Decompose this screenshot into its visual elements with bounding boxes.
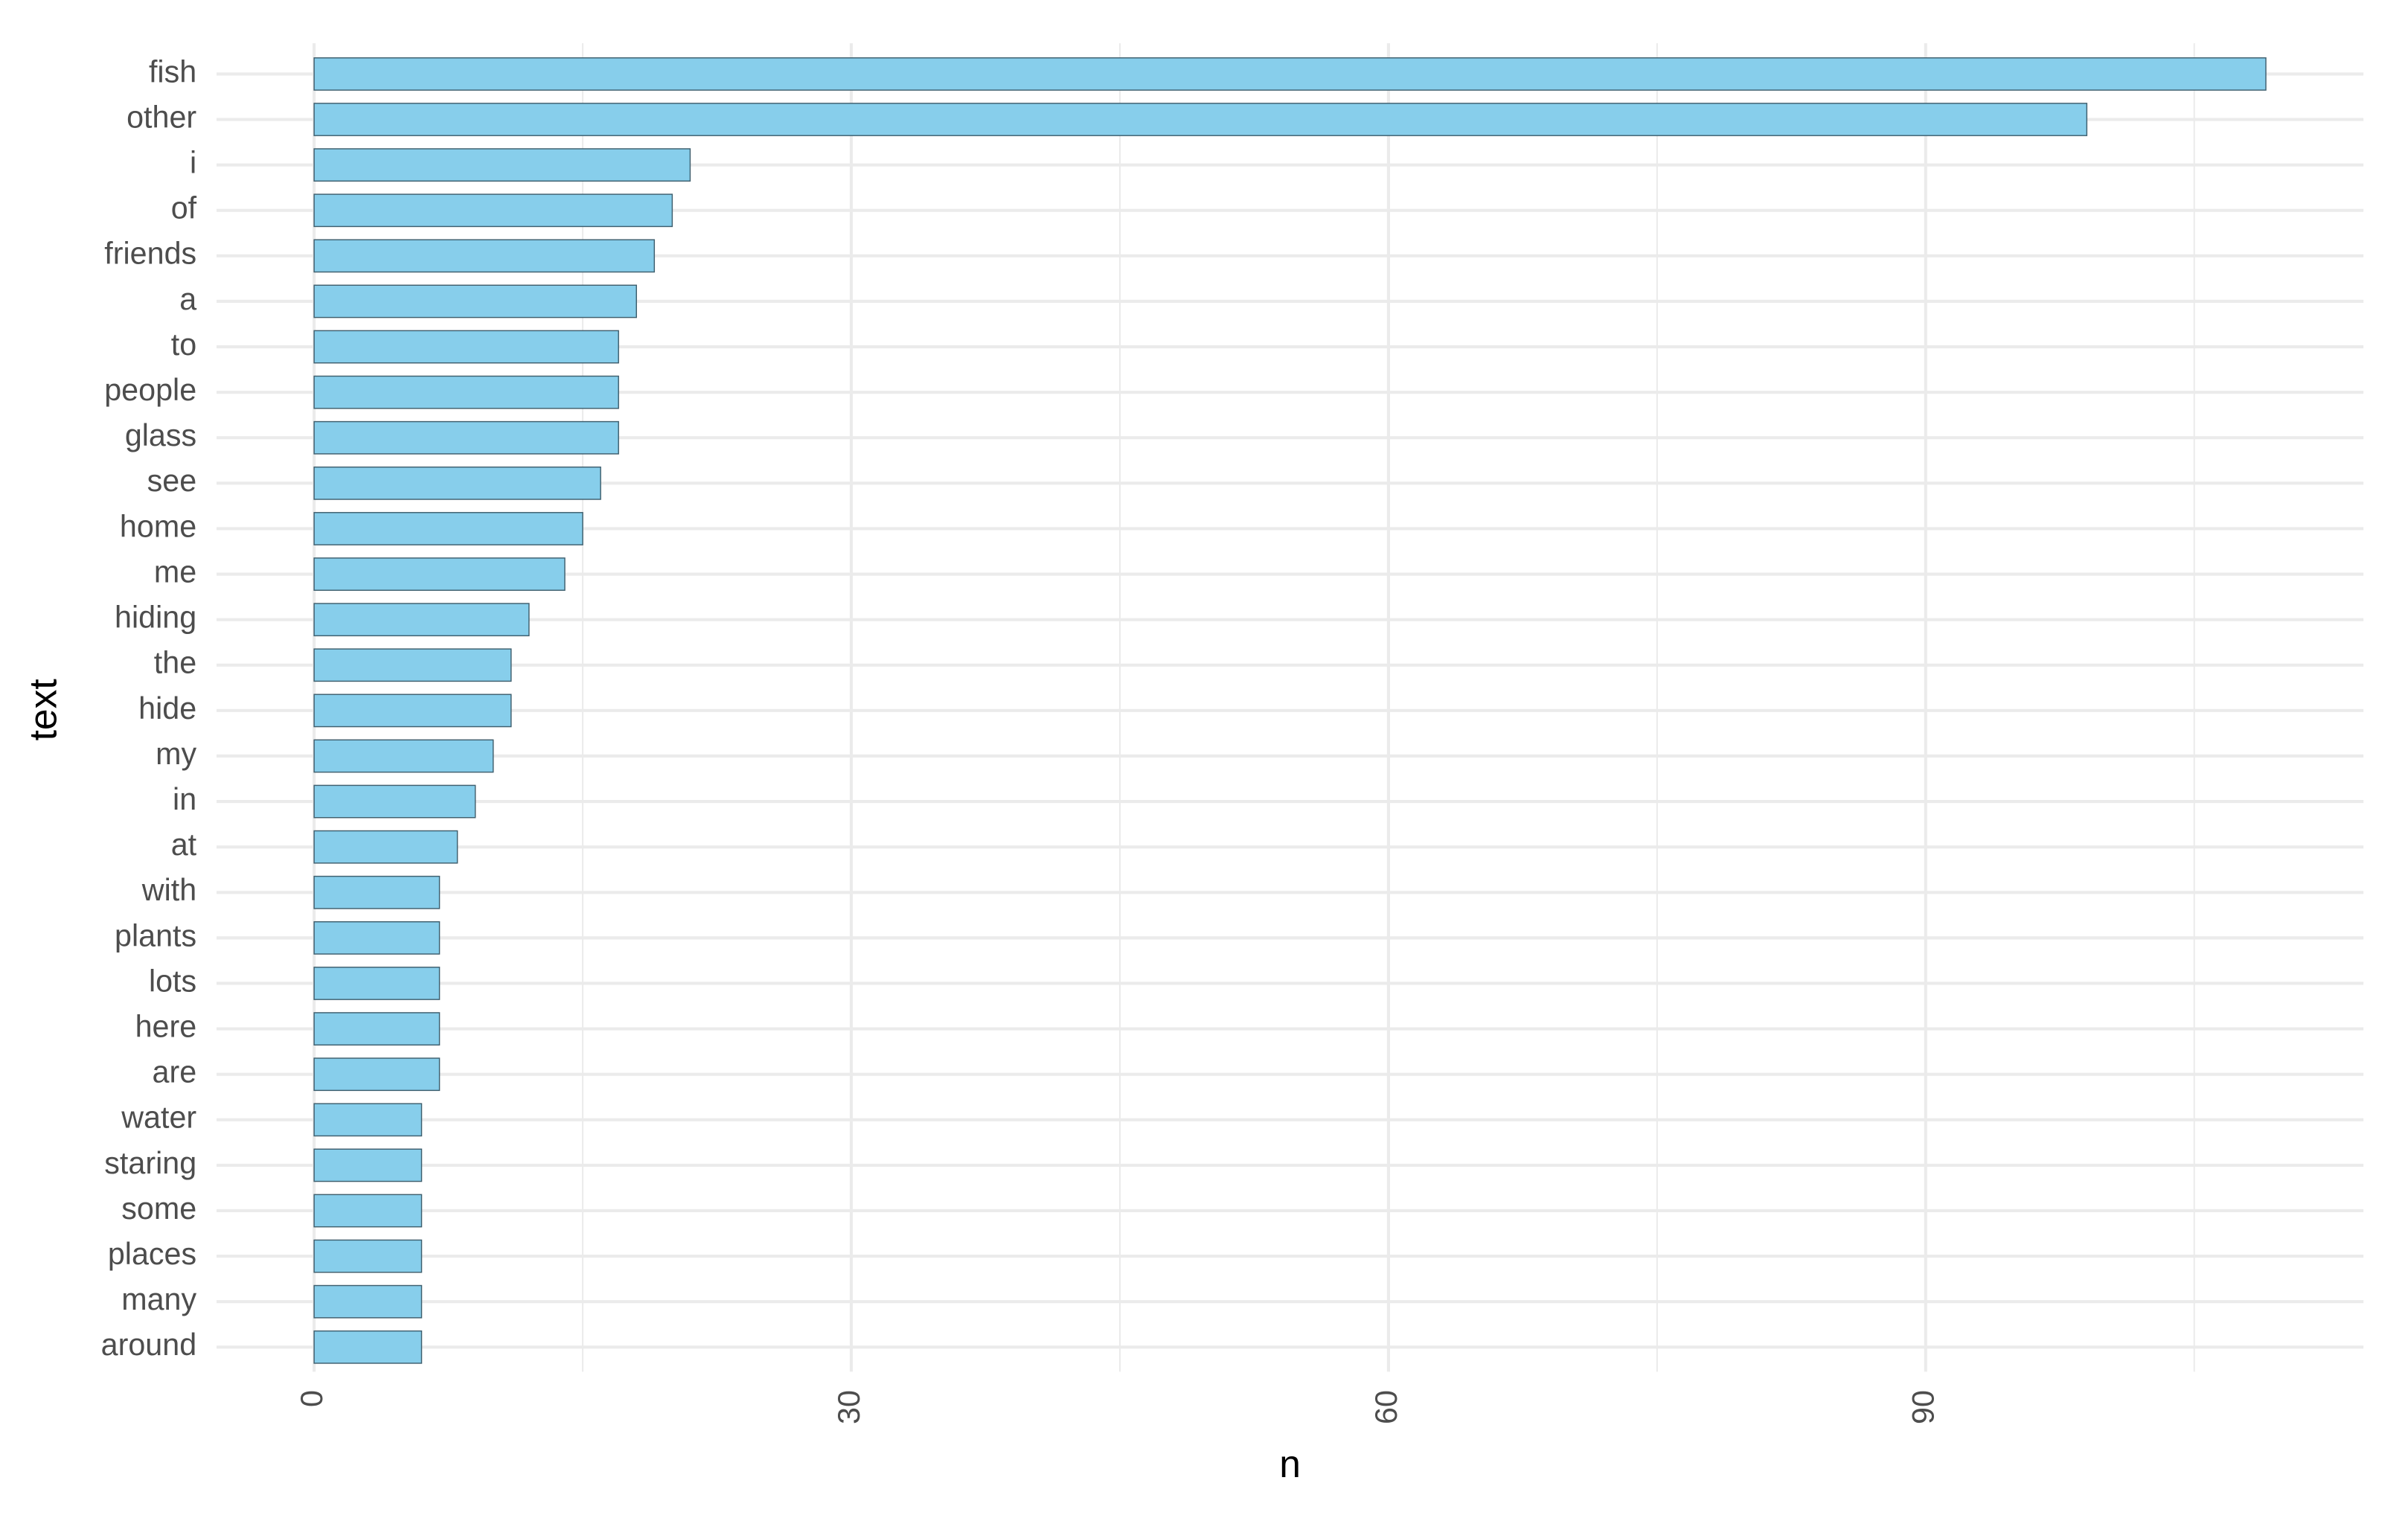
y-tick-label: a (179, 282, 196, 316)
bar (313, 466, 601, 500)
y-tick-label: my (156, 737, 196, 771)
bar (313, 784, 476, 819)
y-tick-label: to (171, 327, 196, 362)
y-tick-label: some (121, 1191, 196, 1226)
y-tick-label: me (154, 554, 196, 589)
y-tick-label: here (135, 1009, 197, 1043)
bar (313, 739, 494, 773)
y-tick-label: hide (138, 691, 196, 726)
bar (313, 103, 2088, 136)
y-tick-label: plants (115, 918, 196, 952)
y-tick-label: people (104, 373, 196, 407)
bar (313, 375, 619, 409)
bar (313, 1194, 423, 1228)
x-tick-label: 0 (295, 1390, 329, 1407)
y-tick-label: in (173, 782, 196, 816)
bar (313, 603, 530, 637)
bar (313, 239, 656, 273)
y-tick-label: hiding (115, 601, 196, 635)
bar (313, 57, 2267, 91)
bar (313, 512, 583, 545)
bar (313, 284, 637, 318)
y-tick-label: i (190, 146, 196, 180)
y-tick-label: many (121, 1282, 196, 1316)
bar (313, 1103, 423, 1137)
bar (313, 830, 458, 864)
y-tick-label: see (147, 464, 197, 498)
bar (313, 875, 441, 909)
y-tick-label: the (154, 646, 196, 680)
y-tick-label: home (120, 509, 196, 543)
bar (313, 1057, 441, 1092)
y-tick-label: staring (104, 1146, 196, 1180)
x-axis-title: n (1279, 1442, 1301, 1485)
bar (313, 193, 673, 228)
x-tick-label: 60 (1369, 1390, 1403, 1424)
y-tick-label: of (171, 191, 197, 225)
y-tick-label: places (108, 1237, 196, 1271)
y-tick-label: around (101, 1328, 197, 1362)
bar (313, 148, 691, 182)
y-axis-title: text (22, 679, 65, 740)
bar (313, 1012, 441, 1046)
bar (313, 1148, 423, 1182)
y-tick-label: are (153, 1055, 197, 1089)
y-tick-label: glass (125, 418, 196, 452)
bar (313, 557, 566, 591)
y-tick-label: fish (149, 54, 196, 89)
bar (313, 648, 512, 682)
bar (313, 330, 619, 364)
x-tick-label: 90 (1906, 1390, 1941, 1424)
y-tick-label: at (171, 827, 197, 862)
bar (313, 694, 512, 728)
y-tick-label: with (141, 873, 196, 907)
bar (313, 420, 619, 455)
y-tick-label: other (127, 100, 196, 134)
bar (313, 1284, 423, 1319)
bar (313, 967, 441, 1000)
bar (313, 1239, 423, 1273)
y-tick-label: water (121, 1101, 196, 1135)
bar (313, 1330, 423, 1364)
y-tick-label: friends (104, 237, 196, 271)
y-tick-label: lots (149, 964, 196, 998)
x-tick-label: 30 (832, 1390, 866, 1424)
bar (313, 921, 441, 955)
